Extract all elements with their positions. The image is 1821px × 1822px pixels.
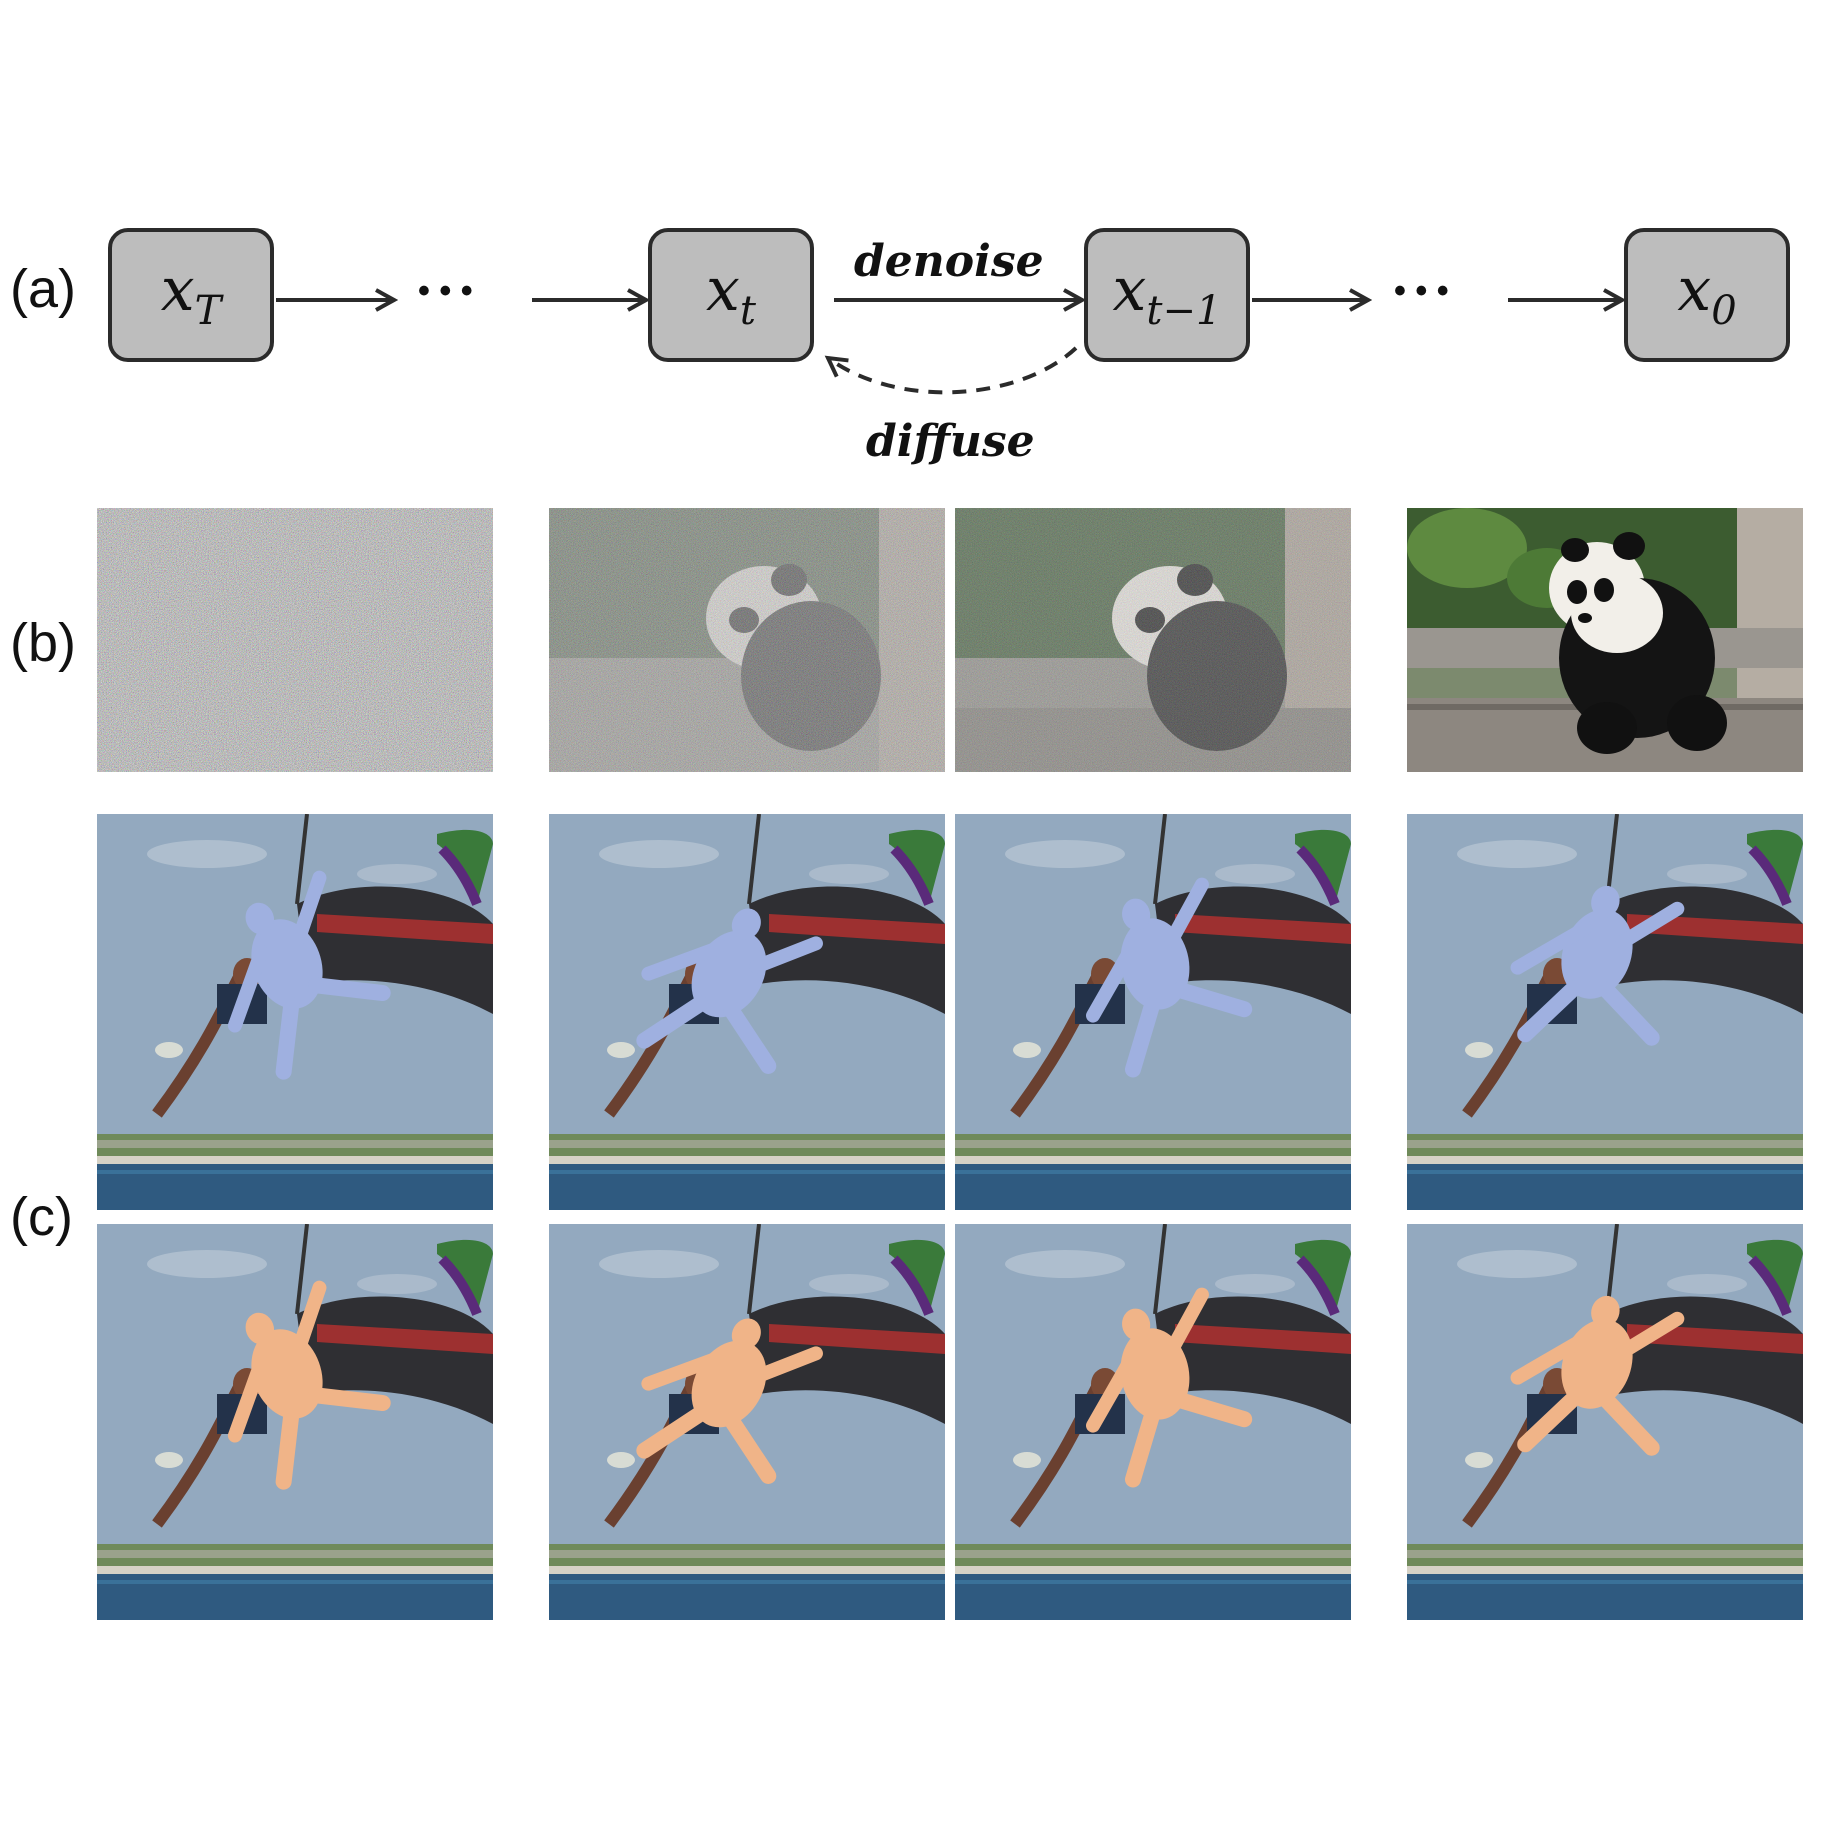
scene-orange-xt-minus-1 (955, 1224, 1351, 1620)
scene-blue-x0 (1407, 814, 1803, 1210)
image-clean-x0 (1407, 508, 1803, 772)
node-x-t-minus-1-sub: t−1 (1146, 287, 1222, 334)
scene-blue-xt-minus-1 (955, 814, 1351, 1210)
body-mesh (227, 1280, 391, 1490)
node-x-t-minus-1-base: x (1112, 254, 1147, 325)
node-x-t: xt (648, 228, 814, 362)
node-x-0: x0 (1624, 228, 1790, 362)
arrow-diffuse (828, 346, 1078, 395)
image-noise-xt-minus-1 (955, 508, 1351, 772)
ellipsis-left: • • • (418, 272, 473, 310)
ellipsis-right: • • • (1394, 272, 1449, 310)
scene-blue-xT (97, 814, 493, 1210)
row-label-c: (c) (10, 1187, 73, 1247)
image-noise-xt (549, 508, 945, 772)
row-label-a: (a) (10, 259, 76, 319)
body-mesh (227, 870, 391, 1080)
body-mesh (1510, 1295, 1685, 1456)
node-x-t-minus-1: xt−1 (1084, 228, 1250, 362)
scene-orange-x0 (1407, 1224, 1803, 1620)
node-x-T: xT (108, 228, 274, 362)
node-x-t-sub: t (739, 287, 756, 334)
node-x-T-base: x (160, 254, 195, 325)
diffuse-label: diffuse (866, 416, 1035, 467)
body-mesh (1086, 1287, 1253, 1488)
chain-arrows (276, 0, 1821, 395)
body-mesh (1510, 885, 1685, 1046)
scene-blue-xt (549, 814, 945, 1210)
scene-orange-xt (549, 1224, 945, 1620)
body-mesh (1086, 877, 1253, 1078)
denoise-label: denoise (854, 236, 1044, 287)
image-noise-xT (97, 508, 493, 772)
node-x-T-sub: T (194, 287, 222, 334)
node-x-0-base: x (1677, 254, 1712, 325)
node-x-0-sub: 0 (1711, 287, 1737, 334)
body-mesh (636, 1318, 823, 1484)
body-mesh (636, 908, 823, 1074)
scene-orange-xT (97, 1224, 493, 1620)
row-label-b: (b) (10, 613, 76, 673)
node-x-t-base: x (706, 254, 740, 325)
